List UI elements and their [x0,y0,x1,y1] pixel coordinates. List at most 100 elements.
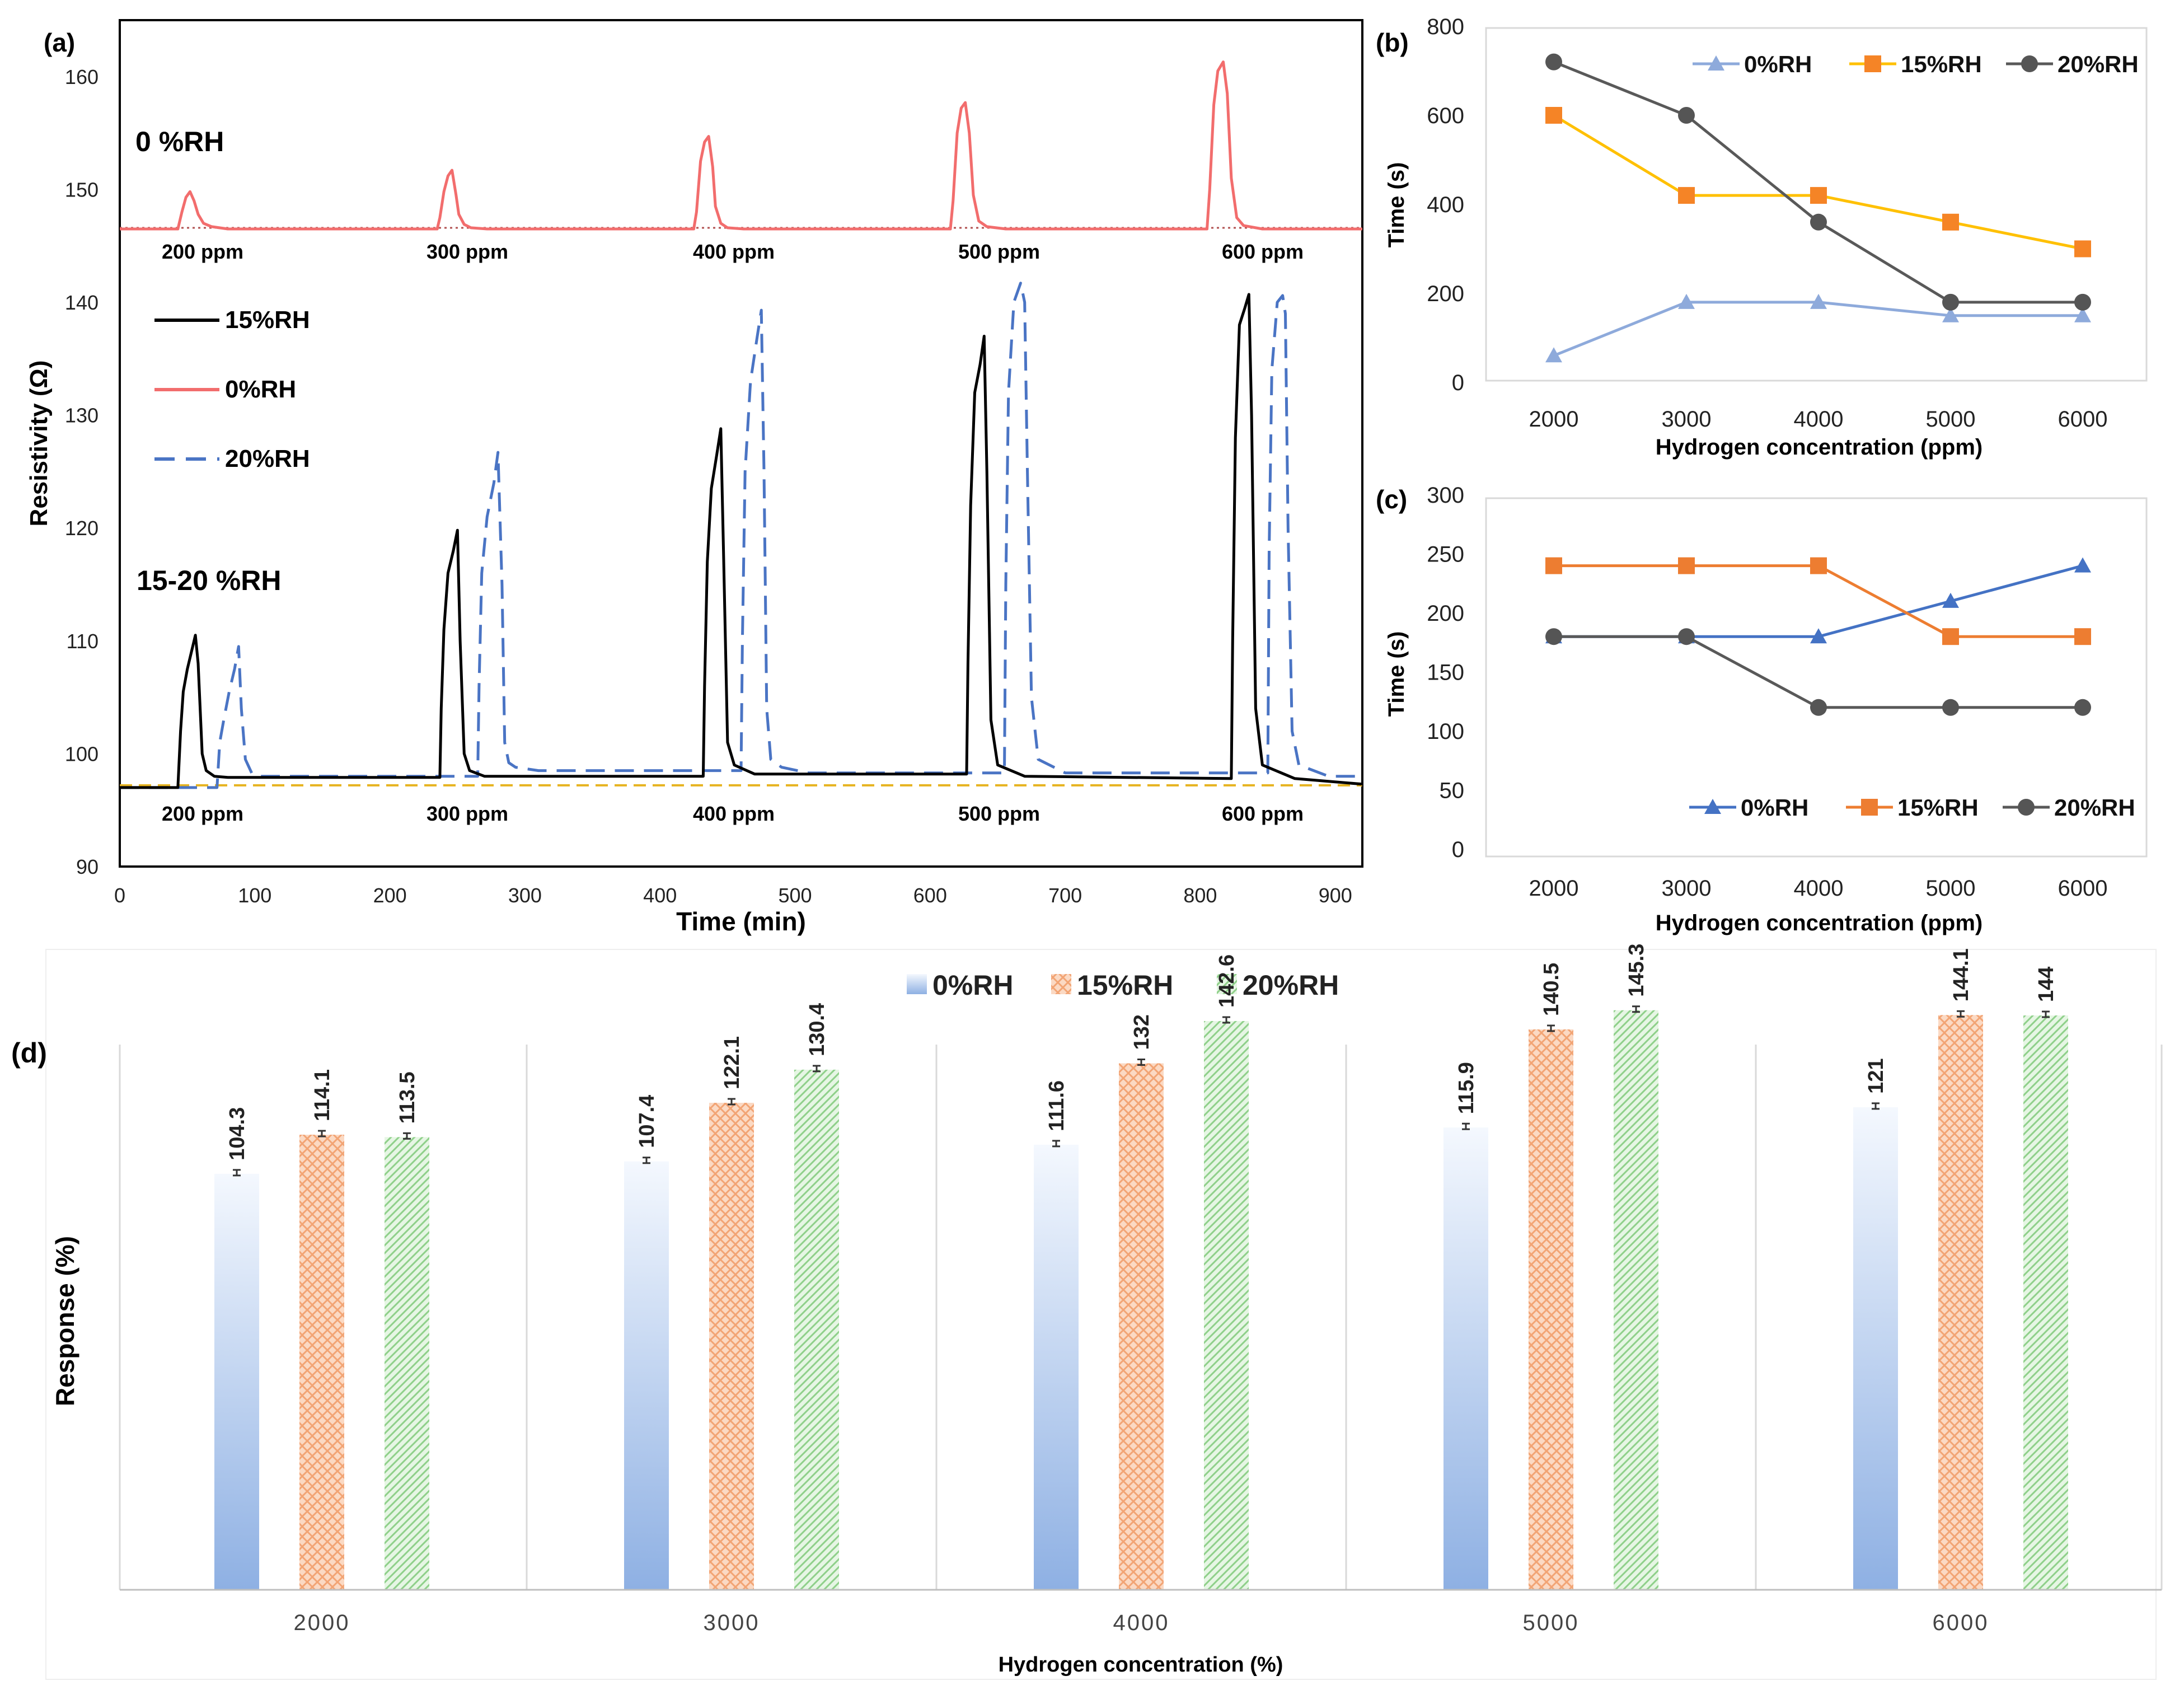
panel-a: (a) 90 100 110 120 130 140 150 160 0 100 200 300 40… [25,19,1363,936]
x-tick-label: 5000 [1523,1611,1580,1635]
y-tick-label: 90 [76,855,99,878]
data-point-marker [1942,628,1959,645]
panel-a-top-ppm-labels: 200 ppm 300 ppm 400 ppm 500 ppm 600 ppm [162,240,1304,263]
ppm-label: 300 ppm [427,240,508,263]
y-tick-label: 50 [1440,779,1465,803]
data-point-marker [2074,293,2091,311]
panel-b-x-tick-labels: 2000 3000 4000 5000 6000 [1529,407,2108,432]
legend-label: 20%RH [2058,51,2139,77]
legend-label: 20%RH [1243,970,1339,1001]
bar-data-label: 142.6 [1215,954,1239,1008]
ppm-label: 500 ppm [958,240,1040,263]
series-20rh [1545,53,2091,311]
bar-data-label: 132 [1130,1014,1154,1050]
ppm-label: 600 ppm [1222,240,1304,263]
y-tick-label: 130 [65,404,99,427]
x-tick-label: 2000 [1529,876,1579,901]
bar [709,1103,754,1590]
bar [1034,1144,1079,1590]
x-tick-label: 5000 [1926,876,1976,901]
panel-a-series [120,60,1363,789]
data-point-marker [2074,557,2091,573]
data-point-marker [1708,55,1724,71]
panel-d-x-axis-label: Hydrogen concentration (%) [999,1653,1283,1677]
legend-swatch [1051,974,1071,994]
panel-a-legend: 15%RH 0%RH 20%RH [154,306,310,472]
data-point-marker [1810,628,1827,644]
panel-c-y-axis-label: Time (s) [1384,631,1409,717]
bar-data-label: 121 [1864,1058,1888,1093]
bar [1529,1029,1573,1590]
panel-d-category-dividers [119,1045,2163,1590]
panel-b-plot-frame [1485,27,2148,382]
data-point-marker [1810,293,1827,309]
legend-label-20rh: 20%RH [225,445,310,472]
panel-b-series [1545,53,2091,363]
x-tick-label: 6000 [1933,1611,1989,1635]
panel-c-legend: 0%RH 15%RH 20%RH [1689,794,2135,821]
bar [1204,1020,1249,1590]
bar-data-label: 107.4 [635,1095,659,1148]
x-tick-label: 6000 [2058,407,2108,432]
ppm-label: 200 ppm [162,802,243,825]
panel-a-annotation-0rh: 0 %RH [135,126,224,157]
data-point-marker [1545,628,1562,645]
y-tick-label: 600 [1427,104,1464,128]
x-tick-label: 600 [913,884,947,907]
legend-swatch [1217,974,1237,994]
legend-label: 0%RH [932,970,1013,1001]
panel-b-legend: 0%RH 15%RH 20%RH [1693,51,2139,77]
x-tick-label: 2000 [1529,407,1579,432]
panel-c-y-tick-labels: 0 50 100 150 200 250 300 [1427,483,1464,862]
panel-b-y-tick-labels: 0 200 400 600 800 [1427,15,1464,395]
y-tick-label: 300 [1427,483,1464,508]
data-point-marker [1861,799,1878,816]
y-tick-label: 200 [1427,601,1464,626]
legend-label: 15%RH [1077,970,1173,1001]
legend-label: 15%RH [1897,794,1979,821]
x-tick-label: 4000 [1794,876,1844,901]
bar-data-label: 144 [2035,967,2058,1002]
legend-label: 20%RH [2054,794,2135,821]
ppm-label: 200 ppm [162,240,243,263]
panel-b-label: (b) [1376,28,1409,57]
bar-data-label: 114.1 [311,1069,334,1121]
bar [299,1135,344,1590]
panel-c-label: (c) [1376,485,1407,514]
panel-c: (c) 0 50 100 150 200 250 300 2000 3000 4000 5000 6… [1376,483,2148,935]
ppm-label: 400 ppm [693,240,775,263]
y-tick-label: 100 [65,742,99,765]
panel-a-y-axis-label: Resistivity (Ω) [25,361,53,527]
x-tick-label: 200 [373,884,407,907]
bar [1853,1107,1898,1590]
data-point-marker [1678,293,1695,309]
data-point-marker [1810,213,1827,231]
bar-data-label: 144.1 [1949,948,1973,1001]
series-line-20rh [120,282,1362,789]
panel-d-frame [45,949,2157,1680]
panel-c-series [1545,557,2091,716]
y-tick-label: 800 [1427,15,1464,39]
panel-d-x-tick-labels: 2000 3000 4000 5000 6000 [294,1611,1989,1635]
legend-label: 0%RH [1741,794,1808,821]
panel-c-x-axis-label: Hydrogen concentration (ppm) [1656,911,1983,935]
x-tick-label: 5000 [1926,407,1976,432]
data-point-marker [1678,628,1695,645]
x-tick-label: 0 [114,884,125,907]
x-tick-label: 400 [643,884,677,907]
bar [624,1161,669,1590]
series-0rh [1545,293,2091,363]
data-point-marker [2074,240,2091,258]
x-tick-label: 2000 [294,1611,350,1635]
bar-data-label: 111.6 [1045,1080,1068,1131]
series-line-15rh [120,293,1363,789]
x-tick-label: 4000 [1113,1611,1170,1635]
data-point-marker [1864,55,1881,72]
panel-d-bars: 104.3 114.1 113.5 107.4 122.1 130.4 111.6 132 14… [214,944,2068,1590]
data-point-marker [1942,293,1959,311]
panel-c-x-tick-labels: 2000 3000 4000 5000 6000 [1529,876,2108,901]
panel-a-plot-frame [119,19,1363,868]
data-point-marker [1810,557,1827,574]
